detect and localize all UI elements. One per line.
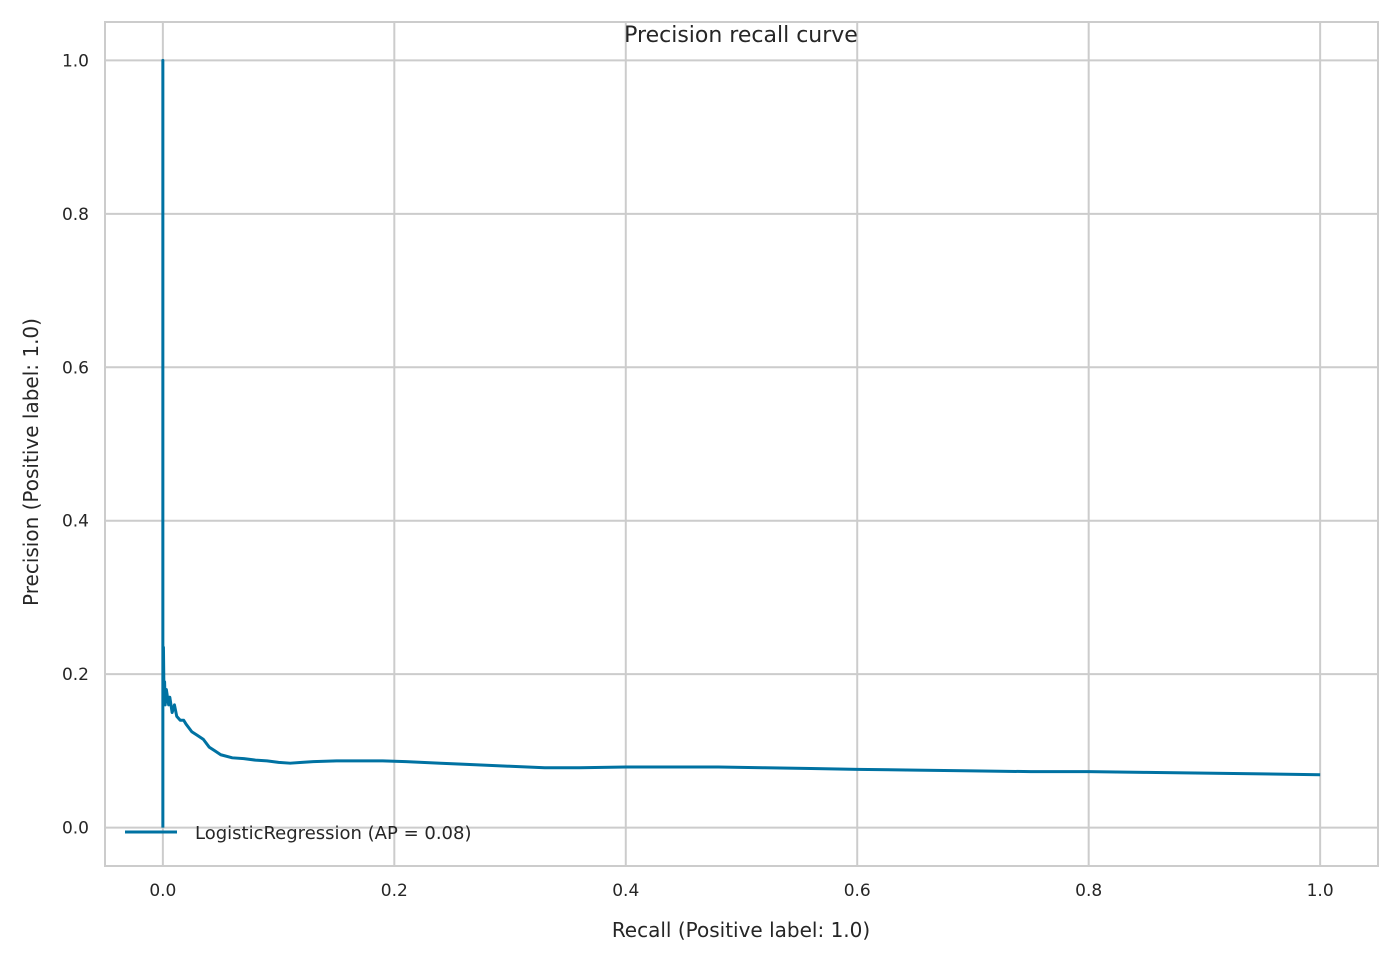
x-tick-labels: 0.0 0.2 0.4 0.6 0.8 1.0 xyxy=(149,881,1333,901)
series-line-0 xyxy=(161,58,1321,828)
y-tick-label: 0.4 xyxy=(62,512,89,532)
y-tick-labels: 0.0 0.2 0.4 0.6 0.8 1.0 xyxy=(62,51,89,838)
y-axis-label: Precision (Positive label: 1.0) xyxy=(19,318,43,606)
x-tick-label: 0.0 xyxy=(149,881,176,901)
y-tick-label: 1.0 xyxy=(62,51,89,71)
x-axis-label: Recall (Positive label: 1.0) xyxy=(612,918,870,942)
chart-title: Precision recall curve xyxy=(624,23,858,48)
y-tick-label: 0.6 xyxy=(62,358,89,378)
x-tick-label: 0.8 xyxy=(1075,881,1102,901)
x-tick-label: 0.6 xyxy=(844,881,871,901)
series-layer xyxy=(161,58,1321,828)
x-tick-label: 0.4 xyxy=(612,881,639,901)
x-tick-label: 1.0 xyxy=(1307,881,1334,901)
y-tick-label: 0.8 xyxy=(62,205,89,225)
y-tick-label: 0.2 xyxy=(62,665,89,685)
plot-frame xyxy=(104,21,1379,867)
legend: LogisticRegression (AP = 0.08) xyxy=(125,823,471,844)
y-tick-label: 0.0 xyxy=(62,819,89,839)
x-tick-label: 0.2 xyxy=(381,881,408,901)
plot-background xyxy=(105,22,1378,866)
grid-lines-y xyxy=(105,59,1378,829)
legend-entry-label: LogisticRegression (AP = 0.08) xyxy=(195,823,471,844)
